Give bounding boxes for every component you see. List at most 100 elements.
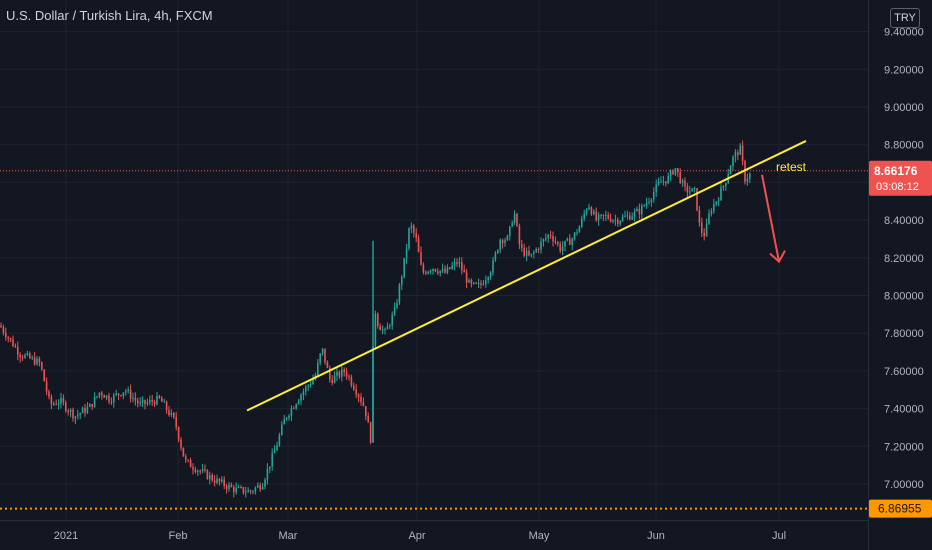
candle-body (729, 166, 732, 175)
candle-body (672, 170, 674, 175)
candle-body (309, 384, 312, 386)
candle-body (432, 269, 434, 271)
candle-body (384, 329, 386, 331)
candle-body (494, 252, 497, 261)
candle-body (139, 402, 141, 404)
candle-body (552, 235, 554, 242)
candle-body (290, 408, 293, 416)
candle-body (77, 414, 79, 417)
candle-body (578, 226, 581, 233)
candle-body (696, 188, 698, 211)
candle-body (605, 214, 607, 216)
candle-body (324, 348, 326, 363)
candle-body (626, 215, 629, 217)
candle-body (595, 211, 597, 221)
candle-body (312, 379, 314, 385)
candle-body (518, 225, 521, 245)
candle-body (417, 237, 420, 253)
candle-body (458, 262, 461, 264)
candle-body (429, 270, 432, 272)
candle-body (413, 225, 415, 233)
candle-body (609, 218, 612, 222)
candle-body (343, 369, 345, 373)
candle-body (269, 466, 271, 469)
candle-body (681, 180, 684, 183)
candle-body (209, 475, 211, 479)
candle-body (233, 487, 235, 493)
candle-body (161, 397, 163, 402)
candle-body (141, 399, 144, 403)
candle-body (461, 262, 463, 271)
current-price-label: 8.66176 (874, 164, 918, 178)
candle-body (223, 479, 225, 486)
candle-body (117, 393, 120, 395)
candle-body (105, 395, 108, 398)
candle-body (691, 188, 693, 192)
candle-body (264, 479, 266, 487)
candle-body (581, 218, 583, 227)
candle-body (240, 487, 242, 489)
candle-body (686, 186, 689, 193)
candle-body (29, 353, 31, 359)
candle-body (329, 368, 331, 380)
candle-body (249, 490, 252, 492)
candle-body (561, 246, 564, 251)
candle-body (355, 389, 357, 395)
candle-body (420, 252, 422, 265)
candle-body (386, 326, 389, 330)
candle-body (703, 232, 705, 237)
candle-body (621, 216, 624, 221)
candle-body (569, 238, 571, 245)
candle-body (737, 152, 739, 155)
candle-body (33, 357, 36, 365)
time-tick-label: Jul (772, 530, 786, 542)
price-tick-label: 8.40000 (884, 215, 924, 227)
candle-body (7, 337, 9, 339)
candle-body (216, 478, 218, 483)
candle-body (285, 417, 288, 420)
candle-body (146, 402, 149, 404)
candle-body (389, 325, 391, 327)
candle-body (302, 391, 305, 395)
candle-body (648, 201, 650, 203)
candle-body (473, 282, 475, 284)
candle-body (113, 394, 115, 403)
candle-body (211, 475, 213, 481)
candle-body (528, 250, 530, 256)
candle-body (564, 240, 566, 247)
candle-body (422, 264, 425, 273)
candle-body (717, 200, 720, 202)
candle-body (617, 219, 619, 224)
candle-body (549, 234, 552, 236)
candle-body (345, 372, 348, 377)
candle-body (276, 445, 278, 451)
candle-body (48, 391, 50, 397)
candle-body (288, 415, 290, 418)
candle-body (362, 402, 365, 407)
candle-body (125, 391, 127, 393)
currency-button[interactable]: TRY (890, 8, 920, 28)
candle-body (667, 176, 669, 184)
candle-body (530, 253, 533, 256)
candle-body (273, 450, 276, 454)
candle-body (523, 247, 525, 256)
candle-body (206, 470, 209, 479)
candle-body (665, 181, 667, 184)
time-tick-label: Apr (408, 530, 425, 542)
candle-body (377, 313, 379, 327)
candle-body (653, 191, 655, 200)
candle-body (278, 434, 281, 446)
overlays: retest (0, 140, 868, 510)
candle-body (629, 215, 631, 220)
candle-body (2, 327, 5, 333)
candle-body (585, 209, 588, 214)
candle-body (12, 339, 14, 347)
candle-body (177, 427, 180, 440)
candle-body (398, 284, 401, 303)
candle-body (725, 183, 727, 187)
candle-body (259, 485, 261, 490)
candle-body (537, 249, 540, 251)
candle-body (101, 392, 103, 396)
candle-body (36, 358, 38, 365)
